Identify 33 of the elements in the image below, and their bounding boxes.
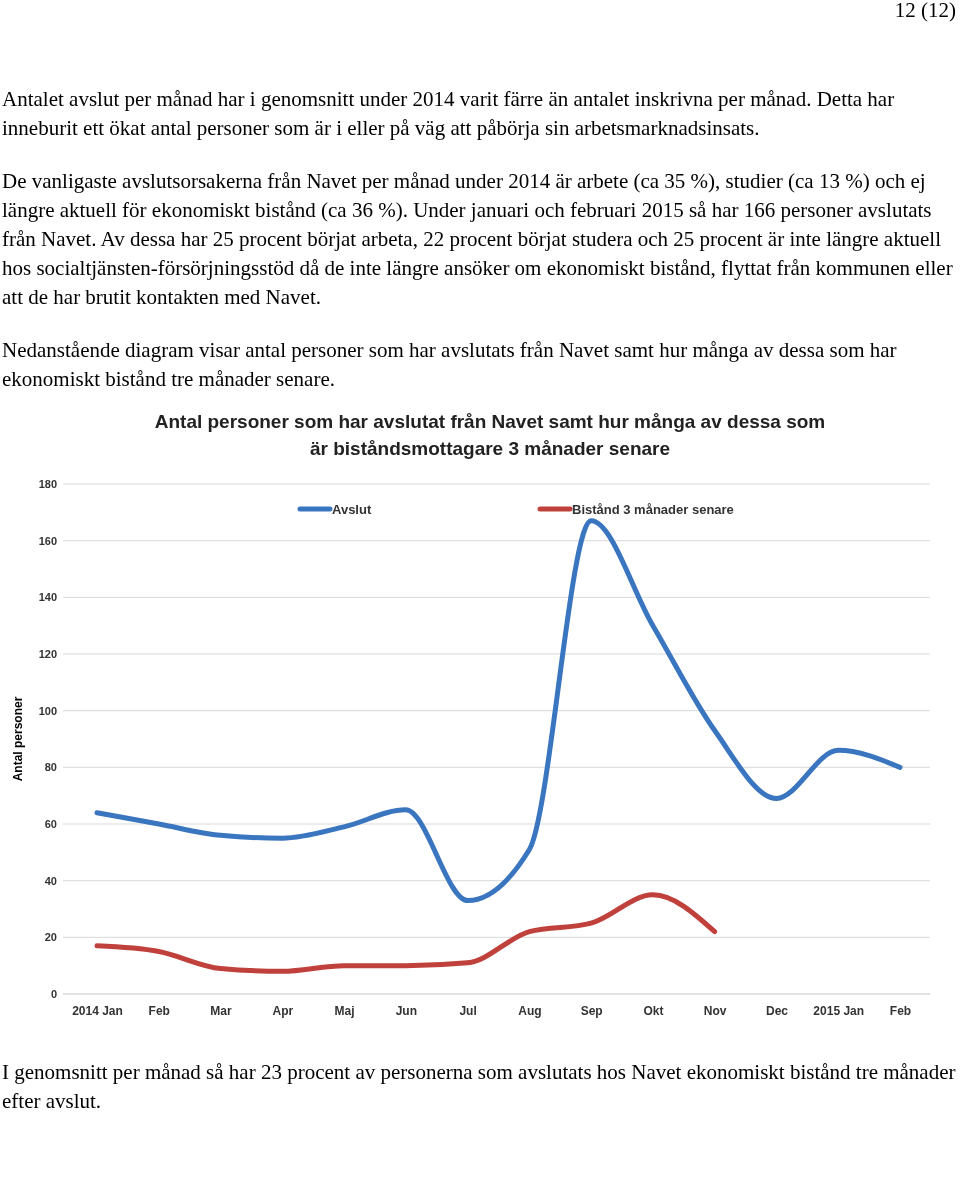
y-tick-label: 20 [44,931,57,944]
x-tick-label: 2014 Jan [72,1003,123,1018]
text: 12 (12) [893,0,957,24]
x-tick-label: Jul [459,1003,477,1018]
text: Antalet avslut per månad har i genomsnitt under 2014 varit färre än antalet inskrivna per månad. Detta har inneburit ett ökat antal personer som är i eller på väg att påbörja sin arbetsmarknadsinsats. [1,86,896,142]
y-axis-title: Antal personer [11,696,25,782]
text: De vanligaste avslutsorsakerna från Navet per månad under 2014 är arbete (ca 35 %), studier (ca 13 %) och ej längre aktuell för ekonomiskt bistånd (ca 36 %). Under januari och februari 2015 så har 166 personer avslutats från Navet. Av dessa har 25 procent börjat arbeta, 22 procent börjat studera och 25 procent är inte längre aktuell hos socialtjänsten-försörjningsstöd då de inte längre ansöker om ekonomiskt bistånd, flyttat från kommunen eller att de har brutit kontakten med Navet. [1,168,954,311]
legend-label: Bistånd 3 månader senare [572,502,734,517]
y-tick-label: 60 [44,818,57,831]
x-tick-label: Mar [210,1003,233,1018]
x-tick-label: Jun [395,1003,418,1018]
x-tick-label: Nov [703,1003,727,1018]
y-tick-label: 100 [38,704,57,717]
legend-label: Avslut [332,502,372,517]
x-tick-label: Feb [148,1003,170,1018]
x-tick-label: Apr [272,1003,294,1018]
y-tick-label: 180 [38,478,57,491]
y-tick-label: 120 [38,648,57,661]
text: I genomsnitt per månad så har 23 procent av personerna som avslutats hos Navet ekonomiskt bistånd tre månader efter avslut. [1,1059,957,1115]
y-tick-label: 80 [44,761,57,774]
x-tick-label: Sep [580,1003,603,1018]
x-tick-label: Aug [518,1003,542,1018]
x-tick-label: Feb [889,1003,912,1018]
x-tick-label: Dec [765,1003,789,1018]
y-tick-label: 40 [44,874,57,887]
x-tick-label: Maj [334,1003,355,1018]
chart-title: Antal personer som har avslutat från Navet samt hur många av dessa som är biståndsmottagare 3 månader senare [154,411,826,459]
text: Nedanstående diagram visar antal personer som har avslutats från Navet samt hur många av dessa som har ekonomiskt bistånd tre månader senare. [1,337,898,393]
y-tick-label: 160 [38,534,57,547]
x-tick-label: 2015 Jan [813,1003,865,1018]
y-tick-label: 0 [50,988,57,1001]
x-tick-label: Okt [643,1003,664,1018]
y-tick-label: 140 [38,591,57,604]
